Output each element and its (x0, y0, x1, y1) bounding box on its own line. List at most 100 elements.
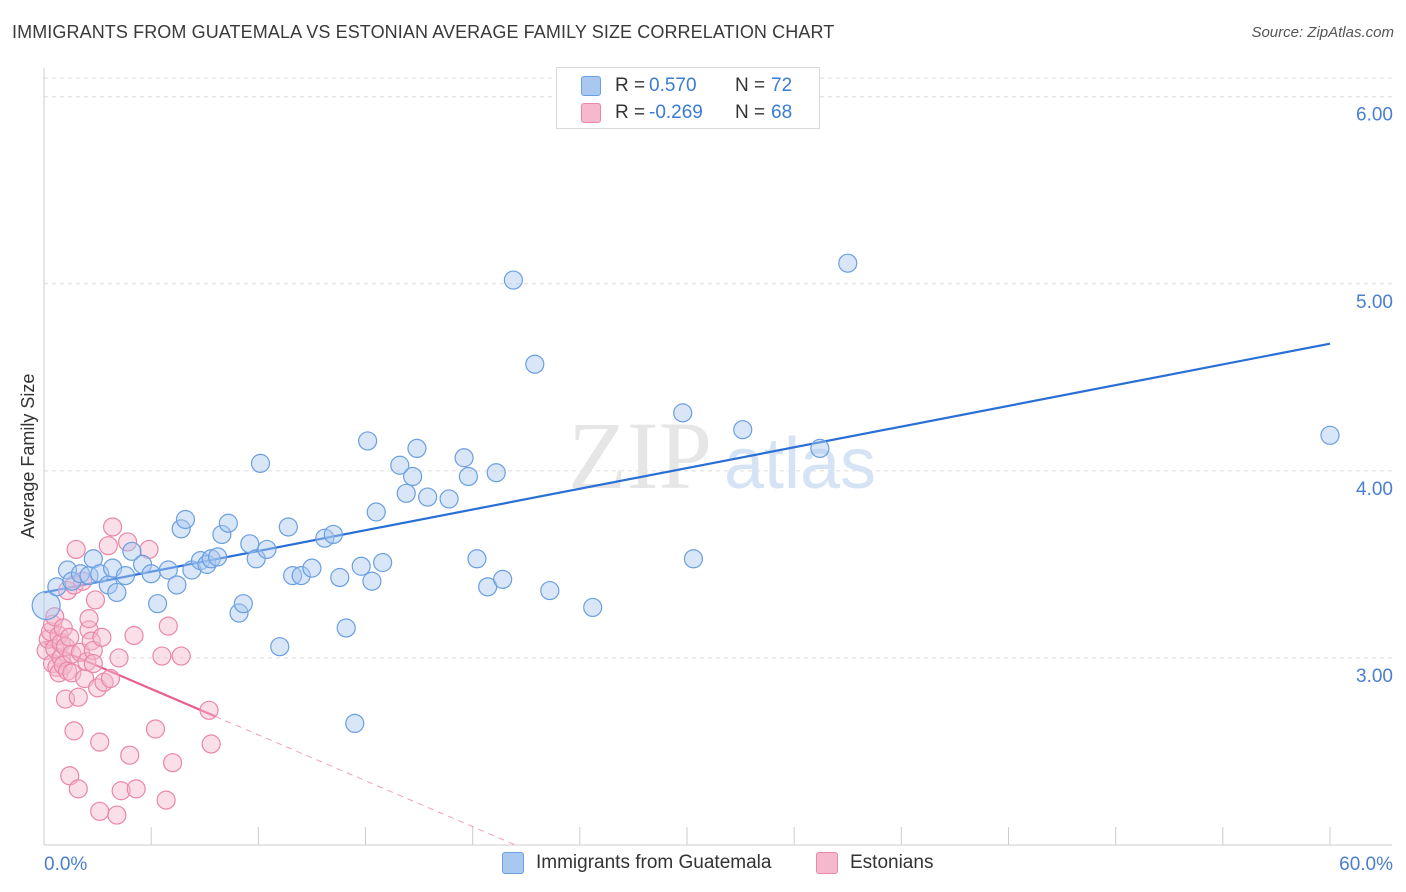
legend-row-estonians: R = -0.269 N = 68 (581, 100, 793, 126)
trend-line-estonians (43, 641, 216, 718)
legend-label-guatemala: Immigrants from Guatemala (536, 852, 772, 873)
legend-n-value: 72 (771, 75, 793, 96)
y-tick-label: 6.00 (1356, 105, 1393, 126)
point-guatemala (396, 483, 416, 503)
point-guatemala (115, 566, 136, 586)
point-guatemala (673, 403, 693, 423)
point-guatemala (122, 541, 142, 561)
point-guatemala (345, 713, 365, 734)
legend-swatch-pink (581, 103, 601, 123)
point-estonian (152, 646, 172, 666)
point-guatemala (167, 575, 187, 595)
point-estonian (145, 719, 166, 739)
source-label: Source: ZipAtlas.com (1251, 24, 1394, 41)
point-guatemala (458, 466, 478, 487)
point-estonian (85, 590, 106, 610)
point-guatemala (493, 569, 513, 589)
point-estonian (79, 609, 99, 629)
grid-layer (44, 77, 1392, 659)
point-estonian (68, 779, 88, 799)
legend-r-label: R = (615, 102, 646, 123)
point-guatemala (1320, 425, 1340, 445)
point-estonian (53, 618, 73, 638)
point-guatemala (233, 594, 253, 614)
point-guatemala (291, 566, 311, 586)
axes-layer (43, 68, 1392, 846)
point-estonian (156, 790, 176, 810)
point-estonian (68, 687, 88, 707)
point-guatemala (212, 524, 232, 545)
point-estonian (102, 517, 123, 537)
point-guatemala (175, 509, 196, 530)
point-guatemala (454, 448, 474, 468)
legend-n-label: N = (735, 75, 766, 96)
point-guatemala (171, 519, 191, 539)
point-estonian (107, 805, 127, 825)
point-guatemala (250, 453, 271, 473)
point-guatemala (838, 253, 858, 273)
point-estonian (120, 745, 140, 765)
point-guatemala (278, 517, 298, 537)
point-guatemala (218, 513, 238, 533)
tick-labels: 3.00 4.00 5.00 6.00 0.0% 60.0% (44, 105, 1393, 875)
legend-r-label: R = (615, 75, 646, 96)
point-guatemala (57, 560, 78, 580)
legend-n-value: 68 (771, 102, 793, 123)
point-guatemala (403, 466, 423, 487)
y-axis-label: Average Family Size (18, 374, 38, 539)
point-estonian (90, 732, 110, 752)
point-estonian (158, 616, 178, 636)
point-estonian (77, 652, 97, 672)
point-guatemala (323, 524, 343, 545)
point-estonian (201, 734, 221, 754)
legend-r-value: -0.269 (649, 102, 703, 123)
legend-item-estonians[interactable]: Estonians (816, 852, 933, 874)
point-guatemala (330, 567, 350, 588)
chart-title: IMMIGRANTS FROM GUATEMALA VS ESTONIAN AV… (12, 22, 835, 42)
point-estonian (55, 637, 76, 657)
y-tick-label: 4.00 (1356, 479, 1393, 500)
point-guatemala (407, 438, 427, 459)
point-guatemala (583, 597, 603, 618)
legend-swatch-blue (502, 852, 524, 874)
point-guatemala (31, 590, 61, 621)
legend-item-guatemala[interactable]: Immigrants from Guatemala (502, 852, 771, 874)
point-guatemala (373, 552, 393, 573)
point-estonian (111, 781, 131, 801)
point-estonian (124, 625, 144, 646)
point-estonian (66, 539, 86, 560)
point-guatemala (390, 455, 410, 475)
point-guatemala (418, 487, 438, 507)
x-tick-label-min: 0.0% (44, 854, 87, 875)
legend-swatch-pink (816, 852, 838, 874)
data-points (31, 253, 1340, 825)
point-guatemala (733, 420, 753, 440)
point-estonian (90, 801, 110, 821)
point-guatemala (351, 556, 371, 576)
point-guatemala (358, 431, 378, 451)
point-estonian (83, 653, 103, 674)
point-guatemala (201, 549, 221, 569)
point-guatemala (47, 577, 67, 597)
y-tick-label: 5.00 (1356, 292, 1393, 313)
point-guatemala (503, 270, 523, 290)
point-estonian (98, 536, 118, 556)
point-estonian (100, 668, 121, 689)
legend-swatch-blue (581, 76, 601, 96)
legend-row-guatemala: R = 0.570 N = 72 (581, 73, 793, 99)
watermark: ZIP atlas (568, 402, 876, 509)
x-tick-label-max: 60.0% (1339, 854, 1393, 875)
series-legend: Immigrants from Guatemala Estonians (0, 852, 1406, 878)
point-estonian (75, 668, 95, 689)
point-guatemala (158, 560, 178, 580)
point-estonian (109, 648, 129, 668)
legend-n-label: N = (735, 102, 766, 123)
point-estonian (171, 646, 191, 666)
trend-line-estonians-extension (215, 715, 516, 846)
point-guatemala (486, 463, 506, 483)
point-guatemala (141, 564, 161, 584)
point-guatemala (257, 539, 277, 560)
point-guatemala (208, 547, 228, 567)
point-estonian (64, 721, 84, 741)
